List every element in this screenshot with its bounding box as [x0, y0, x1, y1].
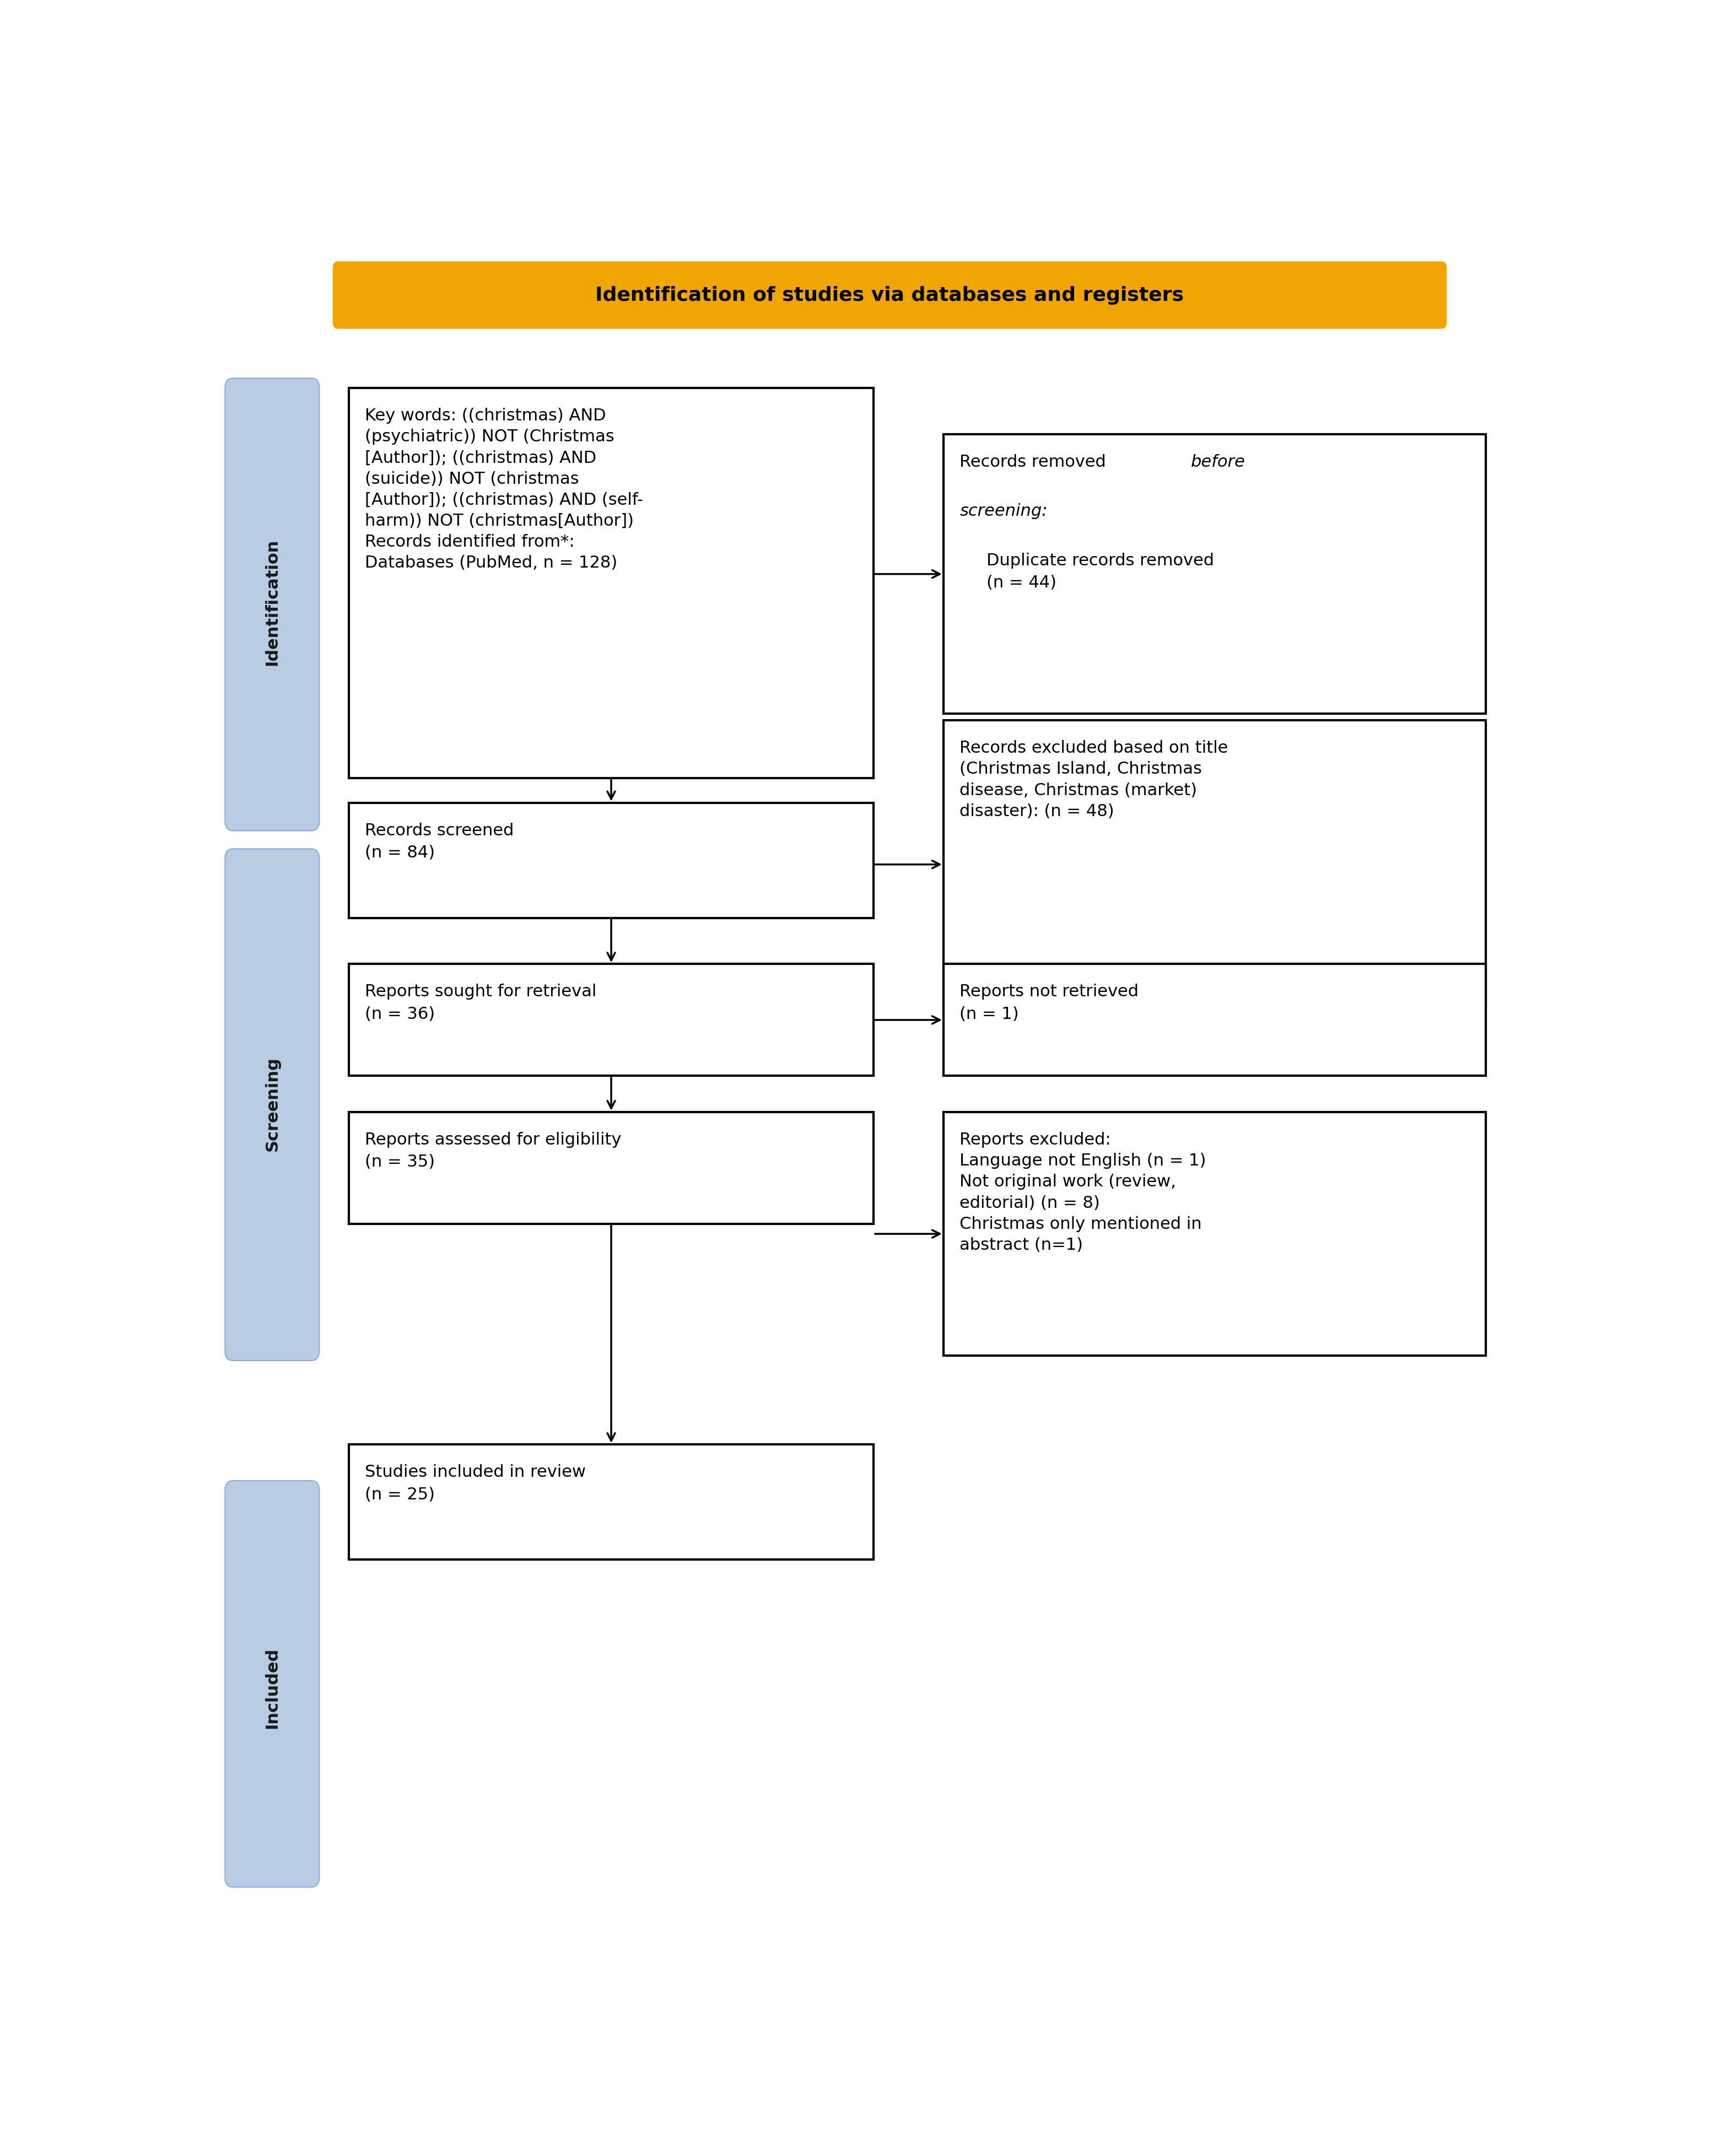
Text: Studies included in review
(n = 25): Studies included in review (n = 25) [365, 1464, 587, 1502]
Text: Reports not retrieved
(n = 1): Reports not retrieved (n = 1) [960, 983, 1139, 1021]
Bar [944, 434, 1486, 714]
Text: Reports assessed for eligibility
(n = 35): Reports assessed for eligibility (n = 35… [365, 1133, 621, 1171]
Text: Records screened
(n = 84): Records screened (n = 84) [365, 823, 514, 861]
Text: Reports excluded:
Language not English (n = 1)
Not original work (review,
editor: Reports excluded: Language not English (… [960, 1133, 1207, 1252]
Text: Key words: ((christmas) AND
(psychiatric)) NOT (Christmas
[Author]); ((christmas: Key words: ((christmas) AND (psychiatric… [365, 408, 644, 571]
Text: Identification of studies via databases and registers: Identification of studies via databases … [595, 286, 1184, 303]
FancyBboxPatch shape [226, 1481, 319, 1887]
Text: Records excluded based on title
(Christmas Island, Christmas
disease, Christmas : Records excluded based on title (Christm… [960, 739, 1229, 818]
Text: Duplicate records removed
(n = 44): Duplicate records removed (n = 44) [986, 553, 1213, 592]
Text: screening:: screening: [960, 504, 1047, 519]
Text: Included: Included [264, 1648, 279, 1729]
Bar [349, 1111, 873, 1225]
Bar [349, 1445, 873, 1560]
Text: Reports sought for retrieval
(n = 36): Reports sought for retrieval (n = 36) [365, 983, 597, 1021]
FancyBboxPatch shape [226, 848, 319, 1361]
Bar [944, 720, 1486, 1009]
Text: Identification: Identification [264, 539, 279, 665]
Bar [349, 964, 873, 1075]
FancyBboxPatch shape [226, 378, 319, 831]
Bar [349, 804, 873, 919]
Bar [944, 964, 1486, 1075]
Bar [349, 389, 873, 778]
Text: before: before [1191, 453, 1245, 470]
FancyBboxPatch shape [333, 261, 1446, 329]
Bar [944, 1111, 1486, 1355]
Text: Screening: Screening [264, 1056, 279, 1152]
Text: Records removed: Records removed [960, 453, 1111, 470]
